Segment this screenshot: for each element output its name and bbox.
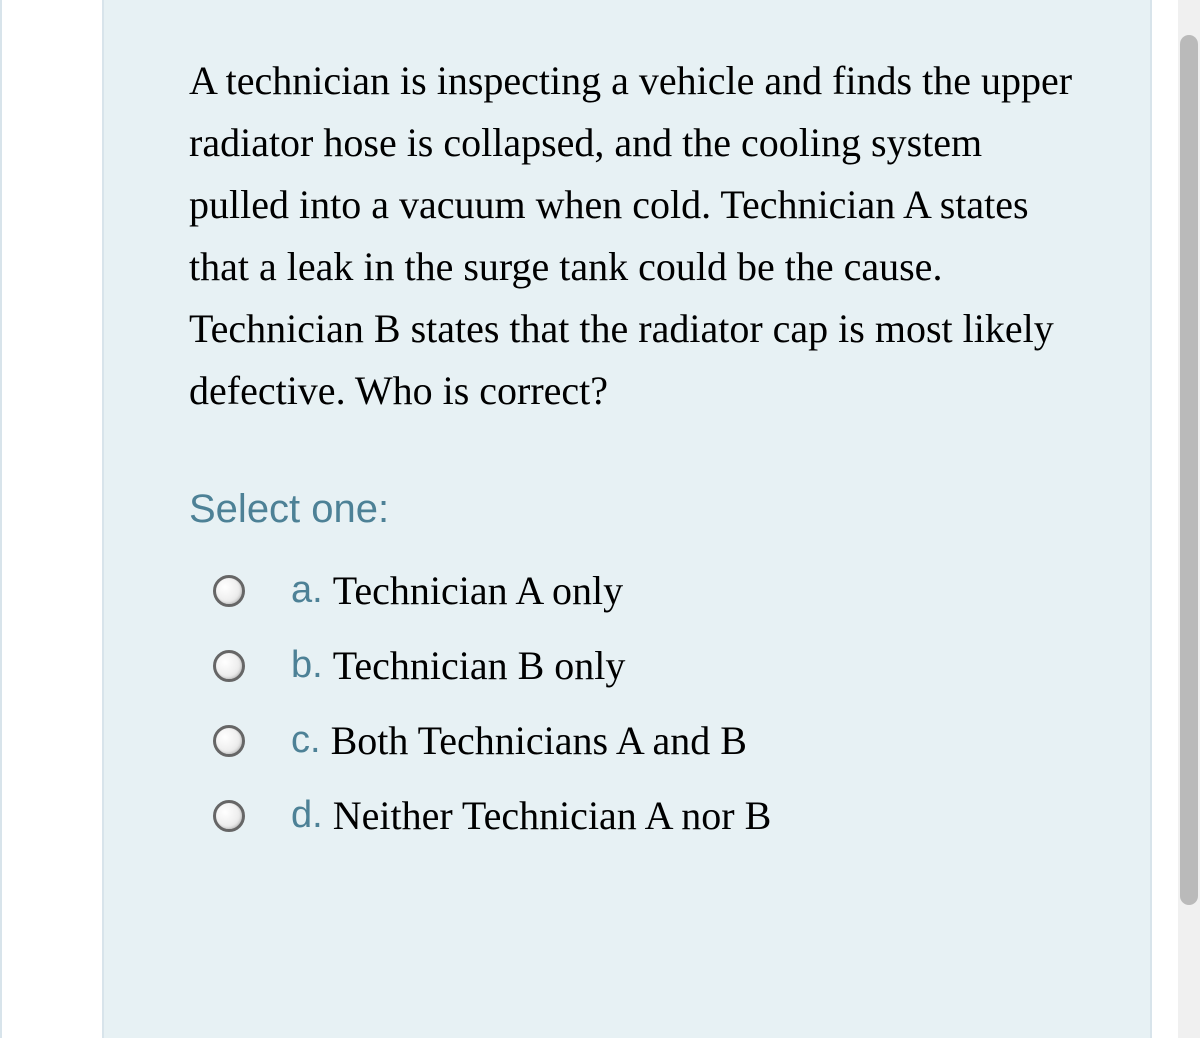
option-d[interactable]: d. Neither Technician A nor B [209,792,1075,839]
radio-circle-icon [213,725,245,757]
radio-d[interactable] [209,796,249,836]
select-prompt: Select one: [189,487,1075,532]
question-text: A technician is inspecting a vehicle and… [189,50,1075,422]
radio-a[interactable] [209,571,249,611]
radio-circle-icon [213,800,245,832]
page-container: A technician is inspecting a vehicle and… [0,0,1175,1038]
option-c-label: c. [291,719,321,762]
radio-circle-icon [213,650,245,682]
option-d-text: Neither Technician A nor B [333,792,772,839]
option-b[interactable]: b. Technician B only [209,642,1075,689]
question-panel: A technician is inspecting a vehicle and… [102,0,1152,1038]
radio-circle-icon [213,575,245,607]
scrollbar-track[interactable] [1178,0,1200,1038]
option-a-label: a. [291,569,323,612]
radio-b[interactable] [209,646,249,686]
option-b-text: Technician B only [333,642,626,689]
options-list: a. Technician A only b. Technician B onl… [189,567,1075,839]
option-a[interactable]: a. Technician A only [209,567,1075,614]
option-b-label: b. [291,644,323,687]
option-d-label: d. [291,794,323,837]
option-a-text: Technician A only [333,567,623,614]
option-c[interactable]: c. Both Technicians A and B [209,717,1075,764]
radio-c[interactable] [209,721,249,761]
option-c-text: Both Technicians A and B [331,717,747,764]
scrollbar-thumb[interactable] [1180,35,1198,905]
